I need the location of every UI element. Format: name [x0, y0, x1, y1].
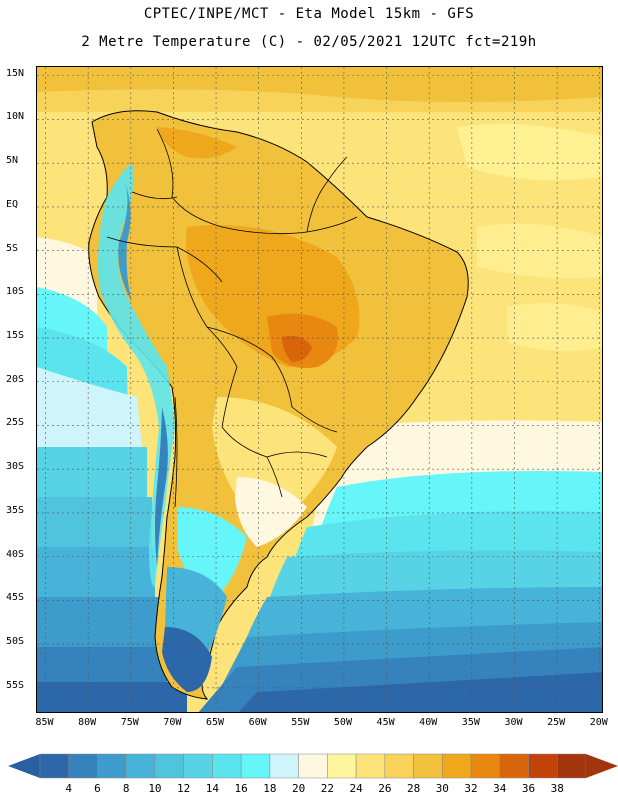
colorbar-level-label: 8 — [122, 782, 130, 795]
colorbar-swatch — [528, 753, 558, 779]
lat-label: 45S — [6, 592, 25, 604]
lon-label: 80W — [78, 717, 97, 728]
lat-label: 35S — [6, 504, 25, 516]
colorbar-swatch — [298, 753, 328, 779]
colorbar-swatch — [355, 753, 386, 779]
lon-label: 85W — [35, 717, 54, 728]
lat-label: 25S — [6, 417, 25, 429]
map-title: CPTEC/INPE/MCT - Eta Model 15km - GFS — [143, 6, 475, 22]
colorbar-level-label: 4 — [65, 782, 73, 795]
map-subtitle: 2 Metre Temperature (C) - 02/05/2021 12U… — [81, 34, 537, 50]
lat-label: 15S — [6, 330, 25, 342]
lat-label: 40S — [6, 548, 25, 560]
lon-label: 50W — [333, 717, 352, 728]
colorbar-legend — [8, 753, 618, 779]
colorbar-swatch — [384, 753, 414, 779]
lat-label: 10S — [6, 286, 25, 298]
colorbar-swatch — [125, 753, 156, 779]
lon-label: 70W — [163, 717, 182, 728]
colorbar-level-label: 30 — [435, 782, 449, 795]
lon-label: 30W — [504, 717, 523, 728]
colorbar-swatch — [442, 753, 472, 779]
colorbar-swatch — [68, 753, 98, 779]
colorbar-level-label: 24 — [349, 782, 363, 795]
colorbar-level-label: 20 — [292, 782, 306, 795]
colorbar-swatch — [557, 753, 587, 779]
lon-label: 55W — [291, 717, 310, 728]
colorbar-swatch — [183, 753, 213, 779]
lat-label: 55S — [6, 679, 25, 691]
colorbar-level-label: 16 — [234, 782, 248, 795]
colorbar-swatch — [212, 753, 242, 779]
colorbar-under-arrow — [8, 754, 40, 778]
lat-label: 10N — [6, 111, 25, 123]
lat-label: 20S — [6, 373, 25, 385]
colorbar-level-label: 34 — [493, 782, 507, 795]
colorbar-swatch — [39, 753, 69, 779]
lon-label: 35W — [461, 717, 480, 728]
lat-label: 5S — [6, 242, 19, 254]
colorbar-level-label: 14 — [205, 782, 220, 795]
lon-label: 65W — [206, 717, 225, 728]
lat-label: 30S — [6, 461, 25, 473]
temperature-map — [36, 66, 603, 713]
colorbar-level-label: 26 — [378, 782, 392, 795]
lon-label: 25W — [547, 717, 566, 728]
colorbar-level-label: 32 — [464, 782, 478, 795]
colorbar-level-label: 22 — [320, 782, 334, 795]
colorbar-level-label: 6 — [94, 782, 101, 795]
colorbar-swatch — [499, 753, 529, 779]
colorbar-over-arrow — [586, 754, 618, 778]
colorbar-level-label: 28 — [406, 782, 421, 795]
colorbar-level-label: 12 — [177, 782, 191, 795]
colorbar-level-label: 36 — [521, 782, 536, 795]
colorbar-swatch — [154, 753, 184, 779]
colorbar-swatch — [269, 753, 299, 779]
colorbar-swatch — [327, 753, 357, 779]
lat-label: EQ — [6, 198, 19, 210]
lon-label: 75W — [120, 717, 139, 728]
colorbar-swatch — [240, 753, 271, 779]
colorbar-swatch — [97, 753, 127, 779]
colorbar-swatch — [470, 753, 501, 779]
lon-label: 45W — [376, 717, 395, 728]
colorbar-level-label: 10 — [148, 782, 162, 795]
lon-label: 20W — [589, 717, 608, 728]
lon-label: 60W — [248, 717, 267, 728]
lat-label: 15N — [6, 67, 25, 79]
colorbar-swatch — [413, 753, 443, 779]
colorbar-level-label: 18 — [263, 782, 277, 795]
temperature-map-canvas — [37, 67, 602, 712]
lat-label: 5N — [6, 155, 19, 167]
country-borders — [106, 128, 358, 508]
lat-label: 50S — [6, 636, 25, 648]
lon-label: 40W — [419, 717, 438, 728]
colorbar-level-label: 38 — [550, 782, 564, 795]
